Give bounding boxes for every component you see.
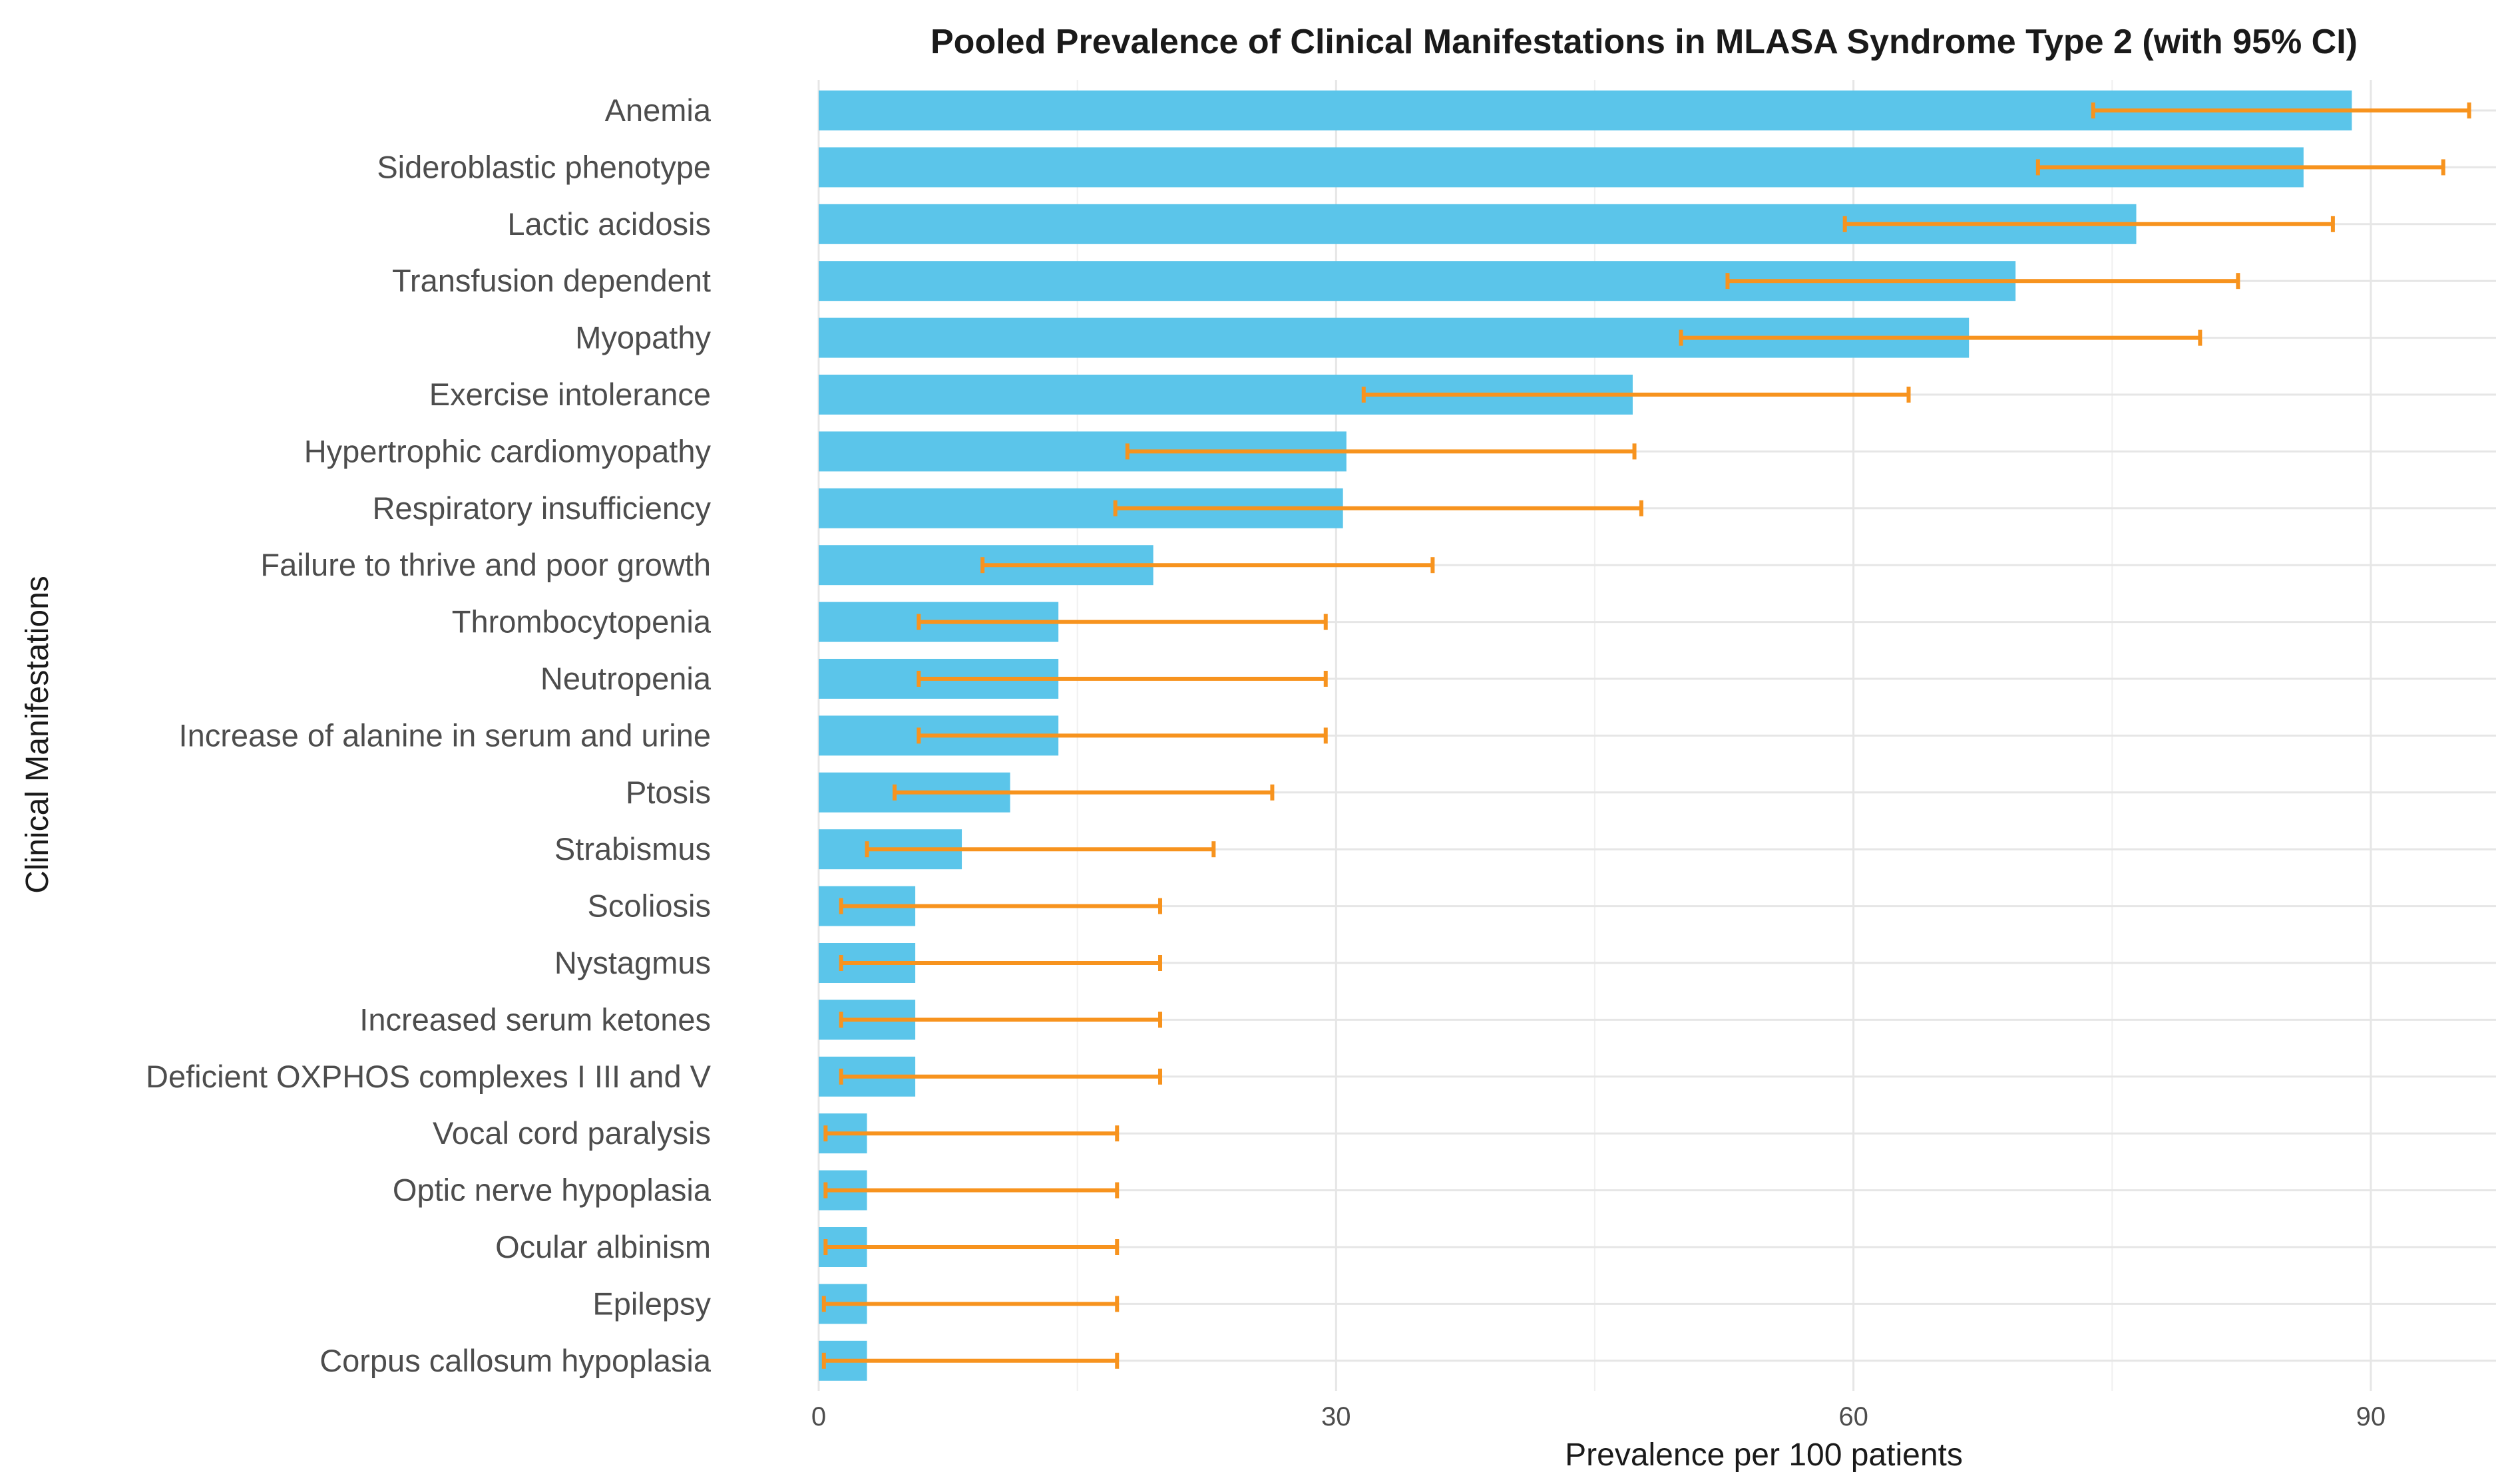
- category-label-17: Increased serum ketones: [359, 1002, 711, 1037]
- category-label-9: Failure to thrive and poor growth: [260, 547, 711, 582]
- category-label-22: Epilepsy: [592, 1286, 711, 1321]
- chart-title: Pooled Prevalence of Clinical Manifestat…: [931, 23, 2358, 61]
- x-tick-label: 60: [1838, 1402, 1868, 1431]
- category-label-3: Lactic acidosis: [507, 206, 711, 242]
- category-label-14: Strabismus: [554, 831, 711, 866]
- category-label-18: Deficient OXPHOS complexes I III and V: [146, 1059, 712, 1094]
- category-label-21: Ocular albinism: [495, 1229, 711, 1264]
- x-axis-title: Prevalence per 100 patients: [1565, 1437, 1963, 1473]
- y-axis-title: Clinical Manifestations: [20, 576, 55, 894]
- category-label-7: Hypertrophic cardiomyopathy: [304, 433, 712, 468]
- category-label-16: Nystagmus: [554, 945, 711, 980]
- x-tick-label: 0: [811, 1402, 826, 1431]
- category-labels: Anemia Sideroblastic phenotype Lactic acid…: [146, 93, 712, 1378]
- category-label-1: Anemia: [605, 93, 712, 128]
- category-label-11: Neutropenia: [540, 661, 712, 696]
- category-label-19: Vocal cord paralysis: [433, 1115, 711, 1151]
- category-label-5: Myopathy: [575, 320, 711, 355]
- category-label-23: Corpus callosum hypoplasia: [319, 1343, 712, 1378]
- confidence-intervals: [821, 102, 2471, 1369]
- category-label-20: Optic nerve hypoplasia: [393, 1173, 712, 1208]
- category-label-15: Scoliosis: [588, 888, 711, 924]
- category-label-4: Transfusion dependent: [392, 263, 711, 298]
- x-axis-ticks: 0 30 60 90: [811, 1402, 2386, 1431]
- category-label-8: Respiratory insufficiency: [372, 490, 711, 526]
- x-tick-label: 30: [1321, 1402, 1351, 1431]
- x-tick-label: 90: [2356, 1402, 2386, 1431]
- category-label-10: Thrombocytopenia: [452, 604, 712, 640]
- category-label-13: Ptosis: [626, 775, 711, 810]
- category-label-6: Exercise intolerance: [429, 377, 711, 412]
- category-label-2: Sideroblastic phenotype: [377, 149, 711, 184]
- category-label-12: Increase of alanine in serum and urine: [179, 717, 711, 753]
